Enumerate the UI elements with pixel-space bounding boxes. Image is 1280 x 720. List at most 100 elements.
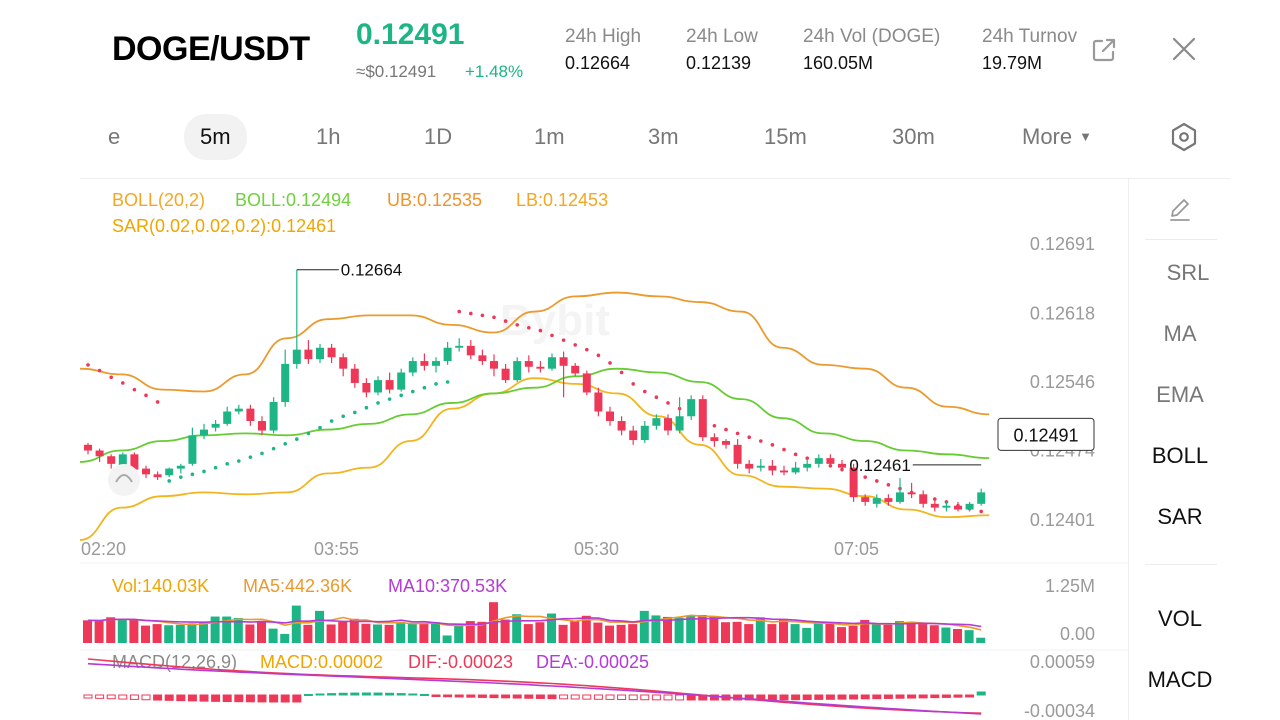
candle-body <box>234 408 243 412</box>
volume-bar <box>964 630 974 643</box>
low-price-label: 0.12461 <box>849 456 910 475</box>
macd-histogram-bar <box>199 694 209 702</box>
header: DOGE/USDT 0.12491 ≈$0.12491 +1.48% 24h H… <box>0 0 1280 100</box>
macd-histogram-bar <box>408 693 418 696</box>
sar-dot <box>411 389 415 394</box>
macd-histogram-bar <box>628 694 638 701</box>
macd-histogram-bar <box>837 694 847 700</box>
sidebar-item-sar[interactable]: SAR <box>1157 504 1203 529</box>
candle-body <box>165 468 174 476</box>
candle-body <box>559 357 568 366</box>
boll-indicator-label: BOLL(20,2) <box>112 190 205 210</box>
volume-bar <box>535 622 545 643</box>
more-dropdown[interactable]: More ▼ <box>1022 124 1092 150</box>
volume-bar <box>581 615 591 643</box>
macd-histogram-bar <box>141 694 151 701</box>
y-axis-tick-label: 0.12691 <box>1030 234 1095 254</box>
brand-logo-icon <box>115 474 133 483</box>
tab-timeframe-1d[interactable]: 1D <box>424 124 453 149</box>
last-price-tag-label: 0.12491 <box>1013 425 1078 445</box>
settings-hexagon-icon[interactable] <box>1170 122 1198 152</box>
sar-dot <box>643 389 647 394</box>
macd-histogram-bar <box>361 692 371 696</box>
pencil-icon[interactable] <box>1167 196 1193 222</box>
tab-timeframe-1h[interactable]: 1h <box>316 124 341 149</box>
macd-histogram-bar <box>559 694 569 700</box>
macd-histogram-bar <box>234 694 244 703</box>
tab-timeframe-30m[interactable]: 30m <box>892 124 935 149</box>
volume-bar <box>802 627 812 643</box>
sar-dot <box>144 393 148 398</box>
volume-bar <box>663 616 672 643</box>
volume-bar <box>767 624 777 643</box>
macd-histogram-bar <box>593 694 603 700</box>
volume-bar <box>419 623 429 643</box>
macd-histogram-bar <box>617 694 627 701</box>
tab-timeframe-3m[interactable]: 3m <box>648 124 679 149</box>
macd-histogram-bar <box>501 694 511 699</box>
ma5-label: MA5:442.36K <box>243 576 352 596</box>
volume-bar <box>326 624 336 643</box>
macd-histogram-bar <box>976 691 986 696</box>
volume-bar <box>175 624 185 643</box>
x-axis-tick-label: 07:05 <box>834 539 879 559</box>
macd-histogram-bar <box>153 694 163 701</box>
macd-histogram-bar <box>547 694 557 700</box>
candle-body <box>258 421 266 431</box>
candle-body <box>594 392 603 412</box>
sidebar-item-ema[interactable]: EMA <box>1156 382 1204 407</box>
stat-value: 0.12139 <box>686 53 752 73</box>
tab-timeframe-15m[interactable]: 15m <box>764 124 807 149</box>
candle-body <box>814 458 823 464</box>
sidebar-item-macd[interactable]: MACD <box>1147 667 1213 692</box>
macd-histogram-bar <box>292 694 302 703</box>
candle-body <box>838 463 846 468</box>
share-icon[interactable] <box>1090 36 1118 64</box>
sidebar-item-ma[interactable]: MA <box>1163 321 1197 346</box>
sar-dot <box>457 309 462 314</box>
tab-timeframe-1m[interactable]: 1m <box>534 124 565 149</box>
sidebar-item-boll[interactable]: BOLL <box>1151 443 1209 468</box>
candle-body <box>826 458 835 464</box>
high-price-label: 0.12664 <box>341 261 402 280</box>
sar-dot <box>550 333 554 338</box>
volume-bar <box>384 624 394 643</box>
pair-title[interactable]: DOGE/USDT <box>112 30 310 68</box>
volume-bar <box>721 622 730 643</box>
candle-body <box>664 418 672 431</box>
macd-histogram-bar <box>802 694 812 701</box>
macd-histogram-bar <box>315 693 325 696</box>
volume-bar <box>628 624 638 643</box>
stat-24h-high: 24h High 0.12664 <box>565 26 695 74</box>
volume-bar <box>268 628 278 643</box>
boll-indicator-label: BOLL:0.12494 <box>235 190 351 210</box>
sidebar-item-srl[interactable]: SRL <box>1166 260 1210 285</box>
macd-histogram-bar <box>582 694 592 700</box>
macd-histogram-bar <box>222 694 232 703</box>
volume-bar <box>639 610 649 643</box>
stat-24h-vol: 24h Vol (DOGE) 160.05M <box>803 26 973 74</box>
sar-dot <box>503 319 508 323</box>
sar-dot <box>538 328 543 333</box>
volume-bar <box>454 623 464 643</box>
candle-body <box>385 380 394 390</box>
macd-histogram-bar <box>280 694 290 703</box>
sidebar-item-vol[interactable]: VOL <box>1157 606 1203 631</box>
sar-dot <box>329 419 334 423</box>
candle-body <box>930 503 939 508</box>
stat-value: 160.05M <box>803 53 874 73</box>
sar-dot <box>306 431 311 436</box>
volume-bar <box>117 618 127 643</box>
volume-bar <box>500 619 510 643</box>
sar-dot <box>295 437 299 441</box>
candle-body <box>281 363 290 402</box>
macd-histogram-bar <box>269 694 279 703</box>
tab-timeframe-5m[interactable]: 5m <box>184 114 247 160</box>
tab-timeframe-partial[interactable]: e <box>108 124 121 149</box>
volume-bar <box>779 618 788 643</box>
macd-histogram-bar <box>95 694 105 699</box>
candle-body <box>675 416 684 431</box>
close-icon[interactable] <box>1171 36 1197 62</box>
indicator-sidebar: SRL MA EMA BOLL SAR VOL MACD <box>1128 178 1231 720</box>
